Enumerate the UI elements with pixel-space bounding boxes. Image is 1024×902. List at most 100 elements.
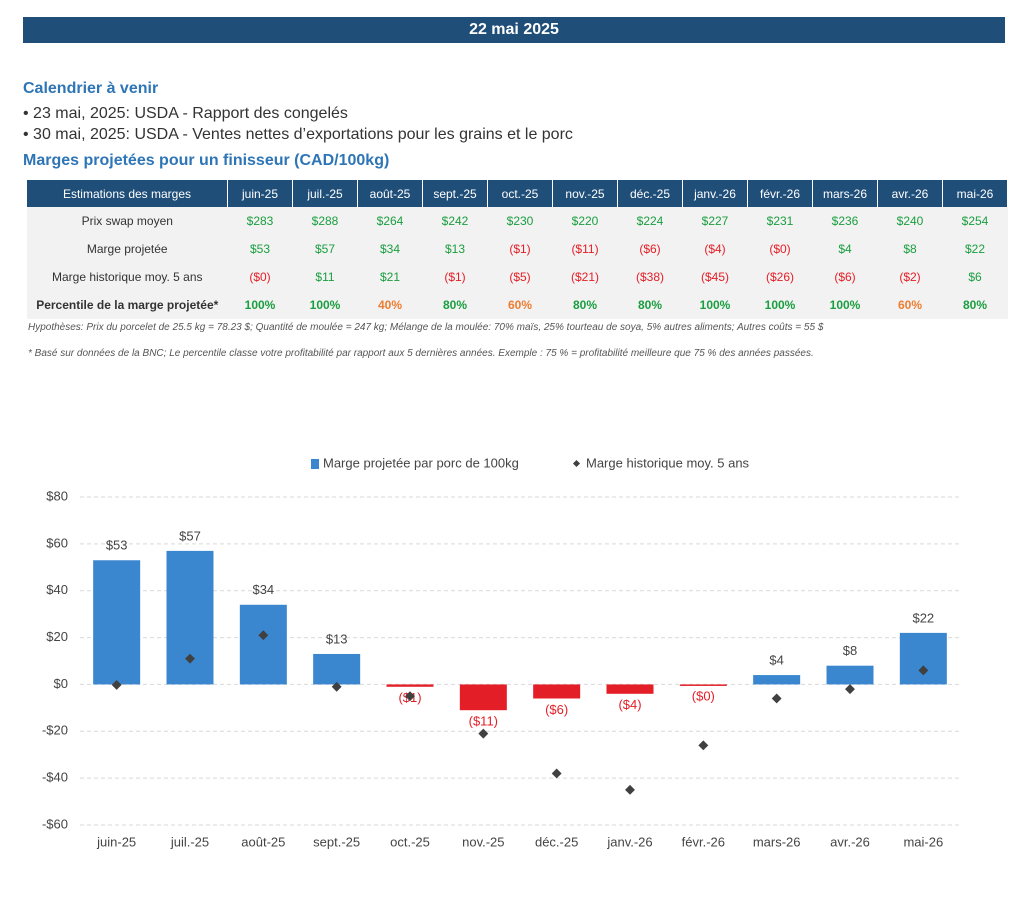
cell: 60% (877, 291, 943, 319)
data-label: $4 (769, 652, 783, 667)
cell: $53 (227, 235, 293, 263)
header-cell: févr.-26 (747, 180, 813, 207)
y-tick-label: $80 (46, 488, 68, 503)
legend-marker (572, 459, 581, 468)
cell: ($45) (682, 263, 748, 291)
row: Percentile de la marge projetée* 100% 100%… (27, 291, 1008, 319)
row: Marge historique moy. 5 ans ($0) $11 $21 ($1… (27, 263, 1008, 291)
header-cell: mars-26 (812, 180, 878, 207)
cell: $231 (747, 207, 813, 235)
bar (93, 560, 141, 685)
data-label: $53 (106, 538, 128, 553)
row-label: Percentile de la marge projetée* (27, 291, 228, 319)
cell: 60% (487, 291, 553, 319)
data-label: ($0) (692, 689, 715, 704)
data-label: $22 (912, 610, 934, 625)
row-label: Marge historique moy. 5 ans (27, 263, 228, 291)
row: Marge projetée $53 $57 $34 $13 ($1) ($11) ($6)(… (27, 235, 1008, 263)
bar (753, 675, 801, 685)
cell: ($4) (682, 235, 748, 263)
header: 22 mai 2025 (23, 17, 1005, 43)
header-cell: avr.-26 (877, 180, 943, 207)
data-label: ($11) (469, 714, 498, 729)
cell: $242 (422, 207, 488, 235)
cell: $224 (617, 207, 683, 235)
cell: $283 (227, 207, 293, 235)
cell: $220 (552, 207, 618, 235)
cell: 80% (552, 291, 618, 319)
cell: ($0) (747, 235, 813, 263)
point (845, 684, 855, 695)
data-label: $8 (843, 643, 857, 658)
header-cell: déc.-25 (617, 180, 683, 207)
data-label: $57 (179, 528, 201, 543)
cell: $8 (877, 235, 943, 263)
bar (826, 665, 874, 685)
cell: 100% (227, 291, 293, 319)
bar (386, 684, 434, 687)
note: * Basé sur données de la BNC; Le percent… (28, 348, 814, 359)
cell: $240 (877, 207, 943, 235)
header-cell: nov.-25 (552, 180, 618, 207)
chart: -$60 -$40 -$20 $0 $20 $40 $60 $80 Marge projetée… (42, 455, 960, 849)
cell: $21 (357, 263, 423, 291)
cell: $4 (812, 235, 878, 263)
y-tick-label: $0 (54, 676, 68, 691)
point (698, 740, 709, 751)
cell: ($0) (227, 263, 293, 291)
cell: 80% (617, 291, 683, 319)
y-tick-label: -$40 (42, 770, 68, 785)
cell: $6 (942, 263, 1008, 291)
data-label: ($6) (545, 702, 568, 717)
x-tick-label: avr.-26 (830, 834, 870, 849)
cell: ($11) (552, 235, 618, 263)
point (258, 630, 269, 641)
cell: $254 (942, 207, 1008, 235)
header-row: Estimations des marges juin-25 juil.-25 aoû… (27, 180, 1008, 207)
header-cell: juil.-25 (292, 180, 358, 207)
cell: $13 (422, 235, 488, 263)
calendar-item: • 23 mai, 2025: USDA - Rapport des conge… (23, 105, 348, 122)
cell: ($26) (747, 263, 813, 291)
x-tick-label: oct.-25 (390, 834, 430, 849)
y-tick-label: -$20 (42, 723, 68, 738)
legend-label: Marge projetée par porc de 100kg (323, 455, 519, 470)
y-tick-label: -$60 (42, 816, 68, 831)
cell: $230 (487, 207, 553, 235)
cell: ($6) (617, 235, 683, 263)
x-tick-label: déc.-25 (535, 834, 578, 849)
cell: ($6) (812, 263, 878, 291)
header-cell: Estimations des marges (27, 180, 228, 207)
bar (679, 684, 727, 686)
bar (606, 684, 654, 694)
cell: 40% (357, 291, 423, 319)
header-cell: juin-25 (227, 180, 293, 207)
data-label: $34 (252, 582, 274, 597)
cell: $22 (942, 235, 1008, 263)
bar (166, 550, 214, 685)
cell: 100% (812, 291, 878, 319)
point (771, 693, 782, 704)
cell: $264 (357, 207, 423, 235)
cell: ($1) (487, 235, 553, 263)
row-label: Marge projetée (27, 235, 228, 263)
bar (459, 684, 507, 711)
x-tick-label: janv.-26 (606, 834, 652, 849)
legend-swatch (311, 459, 319, 469)
x-tick-label: nov.-25 (462, 834, 504, 849)
header-cell: oct.-25 (487, 180, 553, 207)
point (625, 784, 635, 795)
data-label: $13 (326, 631, 348, 646)
cell: $34 (357, 235, 423, 263)
cell: 80% (422, 291, 488, 319)
cell: 100% (292, 291, 358, 319)
bar (239, 604, 287, 685)
cell: ($38) (617, 263, 683, 291)
header-cell: janv.-26 (682, 180, 748, 207)
cell: ($1) (422, 263, 488, 291)
cell: $227 (682, 207, 748, 235)
y-tick-label: $20 (46, 629, 68, 644)
point (331, 681, 342, 692)
calendar-title: Calendrier à venir (23, 80, 159, 97)
